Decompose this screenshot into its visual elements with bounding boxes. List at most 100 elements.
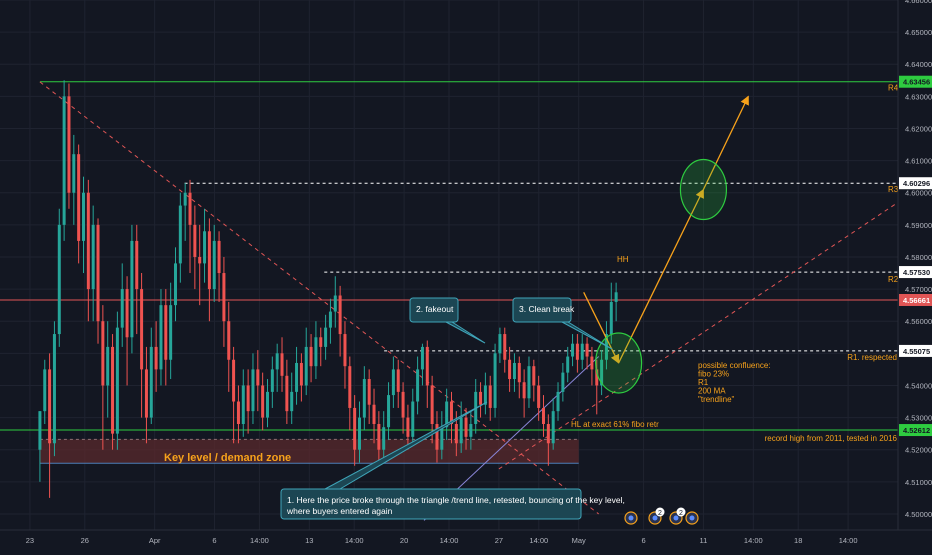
candle-body (551, 411, 555, 444)
time-tick-label: 6 (641, 536, 645, 545)
time-tick-label: 14:00 (250, 536, 269, 545)
event-count-bubble (655, 507, 665, 517)
time-tick-label: May (572, 536, 586, 545)
candle-body (454, 424, 458, 444)
label-hl-fibo: HL at exact 61% fibo retr (571, 420, 659, 429)
candle-body (120, 289, 124, 328)
candle-body (508, 359, 512, 380)
callout-breakout: 1. Here the price broke through the tria… (280, 401, 625, 520)
candle-body (227, 321, 231, 360)
candle-body (270, 369, 274, 392)
candle-body (527, 366, 531, 399)
candle-body (144, 369, 148, 418)
candle-body (328, 311, 332, 328)
time-tick-label: 14:00 (839, 536, 858, 545)
price-badge-text: 4.63456 (903, 78, 930, 87)
candle-body (48, 369, 52, 444)
candle-body (57, 224, 61, 335)
time-tick-label: 18 (794, 536, 802, 545)
candle-body (183, 192, 187, 206)
price-tick-label: 4.64000 (905, 60, 932, 69)
candle-body (483, 385, 487, 405)
candle-body (309, 346, 313, 367)
time-tick-label: 23 (26, 536, 34, 545)
projection-arrow (618, 188, 705, 364)
candle-body (391, 369, 395, 396)
candle-body (72, 154, 76, 193)
candle-body (115, 327, 119, 434)
price-badge-text: 4.57530 (903, 268, 930, 277)
candle-body (440, 427, 444, 450)
candle-body (357, 417, 361, 450)
label-confluence-line: R1 (698, 378, 709, 387)
label-key-level: Key level / demand zone (164, 452, 291, 464)
candle-body (614, 292, 618, 302)
candle-body (517, 362, 521, 383)
candle-body (275, 353, 279, 370)
candle-body (169, 305, 173, 360)
label-confluence-line: "trendline" (698, 395, 735, 404)
candle-body (571, 343, 575, 357)
event-badge-dot (628, 515, 634, 521)
price-tick-label: 4.57000 (905, 285, 932, 294)
candle-body (343, 334, 347, 367)
price-badge (899, 177, 932, 190)
time-tick-label: 13 (305, 536, 313, 545)
candle-body (382, 427, 386, 450)
candle-body (140, 289, 144, 370)
candle-body (546, 424, 550, 444)
callout-fakeout-pointer (445, 321, 486, 344)
demand-zone-layer (39, 438, 579, 464)
candle-body (280, 353, 284, 376)
trendline-rising-trend (498, 201, 899, 470)
candle-body (304, 346, 308, 386)
candle-body (595, 369, 599, 386)
candle-body (319, 337, 323, 347)
trendline-triangle-top (39, 81, 599, 515)
candle-body (493, 353, 497, 408)
candle-body (154, 346, 158, 370)
price-badge-text: 4.55075 (903, 347, 930, 356)
candle-body (261, 385, 265, 418)
price-tick-label: 4.62000 (905, 124, 932, 133)
candle-body (77, 154, 81, 241)
candle-body (522, 382, 526, 399)
candle-body (377, 424, 381, 450)
candle-body (164, 305, 168, 360)
time-tick-label: 11 (700, 536, 708, 545)
candle-body (159, 305, 163, 370)
candle-body (38, 411, 42, 450)
candle-body (585, 343, 589, 357)
candle-body (604, 334, 608, 360)
event-count-bubble (676, 507, 686, 517)
label-confluence-line: possible confluence: (698, 361, 771, 370)
candle-body (406, 417, 410, 437)
candle-body (106, 346, 110, 386)
target-circle (679, 158, 728, 221)
candle-body (265, 391, 269, 418)
price-tick-label: 4.59000 (905, 221, 932, 230)
label-r4: R4 (888, 84, 899, 93)
candle-body (348, 366, 352, 408)
candle-body (91, 224, 95, 290)
callout-breakout-text: 1. Here the price broke through the tria… (287, 495, 625, 505)
candle-body (459, 417, 463, 444)
price-tick-label: 4.65000 (905, 28, 932, 37)
price-tick-label: 4.61000 (905, 157, 932, 166)
time-tick-label: 14:00 (440, 536, 459, 545)
target-circle (595, 332, 643, 394)
candle-body (333, 295, 337, 312)
label-r3: R3 (888, 185, 899, 194)
candle-body (101, 321, 105, 386)
time-axis-bg (0, 530, 932, 550)
price-badge (899, 344, 932, 357)
time-tick-label: 6 (212, 536, 216, 545)
candle-body (96, 224, 100, 322)
candle-body (537, 385, 541, 408)
candle-body (241, 385, 245, 424)
price-tick-label: 4.52000 (905, 446, 932, 455)
candle-body (556, 391, 560, 412)
candle-body (188, 192, 192, 225)
candle-body (203, 231, 207, 264)
